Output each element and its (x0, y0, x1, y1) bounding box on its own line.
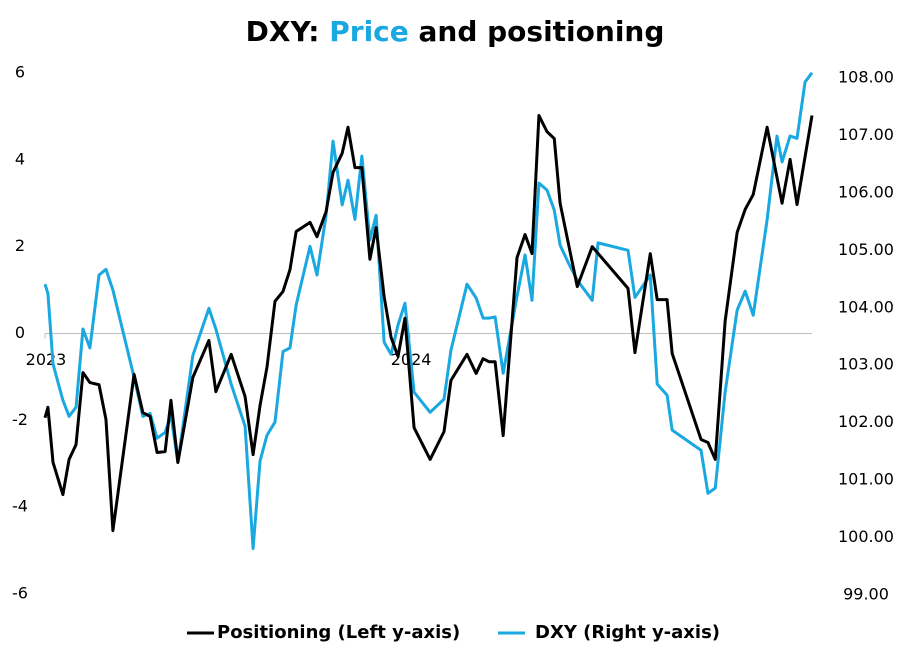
title-part: DXY: (246, 15, 320, 48)
y2-tick-label: 106.00 (838, 182, 894, 201)
chart-title: DXY: Price and positioning (246, 15, 665, 48)
y2-tick-label: 100.00 (838, 527, 894, 546)
y2-tick-label: 101.00 (838, 470, 894, 489)
y2-tick-label: 103.00 (838, 355, 894, 374)
y-tick-label: -6 (12, 584, 28, 603)
y2-tick-label: 105.00 (838, 240, 894, 259)
title-part: Price (329, 15, 409, 48)
y-tick-label: -2 (12, 410, 28, 429)
y-tick-label: 2 (15, 236, 25, 255)
y-tick-label: 0 (15, 323, 25, 342)
y2-tick-label: 104.00 (838, 297, 894, 316)
y2-tick-label: 102.00 (838, 412, 894, 431)
title-part: and positioning (419, 15, 665, 48)
legend-label: DXY (Right y-axis) (535, 622, 720, 643)
y-tick-label: -4 (12, 497, 28, 516)
series-line (43, 114, 814, 533)
x-tick-label: 2023 (26, 350, 67, 369)
y-tick-label: 6 (15, 63, 25, 82)
y-tick-label: 4 (15, 149, 25, 168)
y2-tick-label: 99.00 (843, 585, 889, 604)
y2-tick-label: 108.00 (838, 68, 894, 87)
legend-label: Positioning (Left y-axis) (217, 622, 460, 643)
series-line (43, 71, 814, 550)
y2-tick-label: 107.00 (838, 125, 894, 144)
